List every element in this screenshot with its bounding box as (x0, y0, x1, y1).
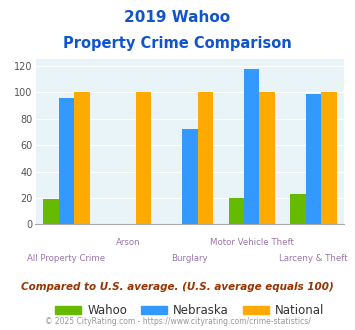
Bar (321, 92, 337, 224)
Text: Property Crime Comparison: Property Crime Comparison (63, 36, 292, 51)
Text: All Property Crime: All Property Crime (27, 254, 105, 263)
Bar (136, 92, 151, 224)
Legend: Wahoo, Nebraska, National: Wahoo, Nebraska, National (51, 300, 329, 322)
Bar (59, 98, 74, 224)
Bar (260, 92, 275, 224)
Text: Arson: Arson (116, 238, 141, 247)
Text: Burglary: Burglary (171, 254, 208, 263)
Text: Compared to U.S. average. (U.S. average equals 100): Compared to U.S. average. (U.S. average … (21, 282, 334, 292)
Bar (306, 94, 321, 224)
Text: 2019 Wahoo: 2019 Wahoo (125, 10, 230, 25)
Text: © 2025 CityRating.com - https://www.cityrating.com/crime-statistics/: © 2025 CityRating.com - https://www.city… (45, 317, 310, 326)
Text: Motor Vehicle Theft: Motor Vehicle Theft (210, 238, 294, 247)
Bar (182, 129, 198, 224)
Text: Larceny & Theft: Larceny & Theft (279, 254, 348, 263)
Bar (290, 194, 306, 224)
Bar (198, 92, 213, 224)
Bar (244, 69, 260, 224)
Bar (229, 198, 244, 224)
Bar (74, 92, 89, 224)
Bar (43, 199, 59, 224)
